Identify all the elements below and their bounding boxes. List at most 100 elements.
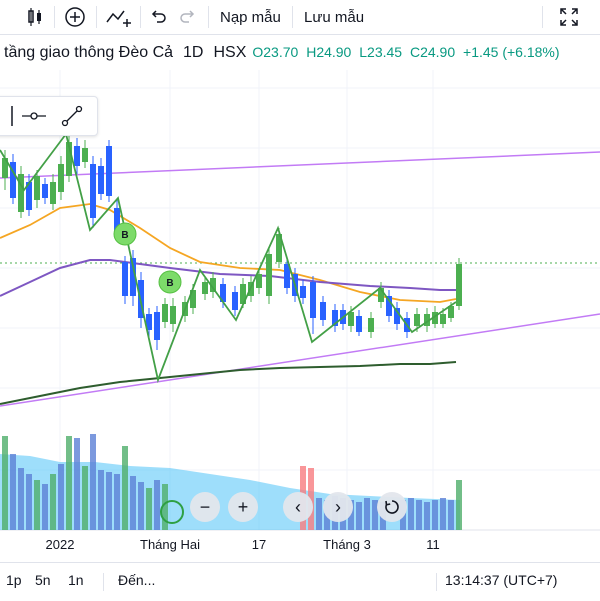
interval-label[interactable]: 1D <box>183 44 204 61</box>
candle-body <box>190 290 196 308</box>
candle-body <box>154 312 160 340</box>
zoom-out-button[interactable]: − <box>190 492 220 522</box>
minus-icon: − <box>199 496 211 517</box>
volume-bar <box>66 436 72 530</box>
ohlc-values: O23.70 H24.90 L23.45 C24.90 +1.45 (+6.18… <box>252 44 563 60</box>
candle-body <box>170 306 176 324</box>
candle-body <box>368 318 374 332</box>
volume-bar <box>90 434 96 530</box>
goto-date-button[interactable]: Đến... <box>118 572 156 588</box>
price-chart[interactable]: BB <box>0 70 600 560</box>
candle-body <box>332 310 338 326</box>
toolbar-divider <box>542 6 543 28</box>
drag-handle-icon[interactable] <box>0 103 25 129</box>
volume-bar <box>34 480 40 530</box>
x-axis-label: Tháng 3 <box>323 537 371 552</box>
top-toolbar: Nạp mẫu Lưu mẫu <box>0 0 600 35</box>
trend-line-icon[interactable] <box>59 103 85 129</box>
candle-body <box>106 146 112 196</box>
candle-body <box>210 278 216 292</box>
candle-body <box>26 182 32 210</box>
candle-body <box>394 308 400 324</box>
ma-mid-line <box>0 259 456 297</box>
compare-indicators-icon[interactable] <box>104 4 134 30</box>
candle-body <box>310 282 316 318</box>
chevron-right-icon: › <box>335 496 341 517</box>
channel-lower-line <box>0 313 600 407</box>
candle-body <box>378 288 384 302</box>
volume-bar <box>98 470 104 530</box>
horizontal-ray-icon[interactable] <box>21 103 47 129</box>
volume-bar <box>74 438 80 530</box>
candle-body <box>424 314 430 326</box>
candle-body <box>114 208 120 232</box>
bottom-toolbar: 1p 5n 1n Đến... 13:14:37 (UTC+7) <box>0 562 600 601</box>
clock-timezone[interactable]: 13:14:37 (UTC+7) <box>445 572 558 588</box>
candle-body <box>18 174 24 212</box>
undo-icon[interactable] <box>146 4 170 30</box>
toolbar-divider <box>96 6 97 28</box>
volume-bar <box>82 466 88 530</box>
reset-chart-button[interactable] <box>377 492 407 522</box>
buy-marker <box>113 222 137 246</box>
volume-bar <box>348 500 354 530</box>
candle-body <box>82 148 88 162</box>
candle-style-icon[interactable] <box>22 4 48 30</box>
volume-bar <box>146 488 152 530</box>
drawing-toolbar <box>0 96 98 136</box>
candle-body <box>10 162 16 198</box>
volume-bar <box>440 498 446 530</box>
x-axis-label: 2022 <box>45 537 75 552</box>
volume-bar <box>42 484 48 530</box>
toolbar-divider <box>208 6 209 28</box>
symbol-title[interactable]: tầng giao thông Đèo Cả <box>4 44 174 61</box>
add-indicator-icon[interactable] <box>62 4 88 30</box>
candle-body <box>202 282 208 294</box>
range-5-day-button[interactable]: 5n <box>35 572 51 588</box>
candle-body <box>440 314 446 324</box>
volume-bar <box>18 468 24 530</box>
toolbar-divider <box>140 6 141 28</box>
candle-body <box>98 166 104 194</box>
candle-body <box>284 264 290 288</box>
zoom-in-button[interactable]: + <box>228 492 258 522</box>
volume-bar <box>122 446 128 530</box>
symbol-legend: tầng giao thông Đèo Cả 1D HSX O23.70 H24… <box>4 44 564 68</box>
range-1-year-button[interactable]: 1n <box>68 572 84 588</box>
scroll-right-button[interactable]: › <box>323 492 353 522</box>
volume-bar <box>106 472 112 530</box>
scroll-left-button[interactable]: ‹ <box>283 492 313 522</box>
toolbar-divider <box>292 6 293 28</box>
candle-body <box>456 264 462 306</box>
high-value: H24.90 <box>306 44 352 60</box>
load-template-button[interactable]: Nạp mẫu <box>220 8 281 26</box>
candle-body <box>386 296 392 316</box>
x-axis-label: 11 <box>426 537 440 552</box>
candle-body <box>162 304 168 322</box>
volume-bar <box>448 500 454 530</box>
candle-body <box>232 292 238 310</box>
candle-body <box>300 286 306 298</box>
range-1-day-button[interactable]: 1p <box>6 572 22 588</box>
redo-icon[interactable] <box>176 4 200 30</box>
bottom-divider <box>436 573 437 591</box>
plus-icon: + <box>237 496 249 517</box>
volume-bar <box>432 500 438 530</box>
candle-body <box>348 312 354 326</box>
fullscreen-icon[interactable] <box>556 4 582 30</box>
buy-marker <box>158 270 182 294</box>
reset-icon <box>385 500 399 514</box>
volume-bar <box>50 474 56 530</box>
candle-body <box>122 262 128 296</box>
candle-body <box>50 182 56 204</box>
x-axis-label: 17 <box>251 537 267 552</box>
low-value: L23.45 <box>359 44 403 60</box>
volume-bar <box>424 502 430 530</box>
change-value: +1.45 (+6.18%) <box>463 44 560 60</box>
candle-body <box>448 306 454 318</box>
chevron-left-icon: ‹ <box>295 496 301 517</box>
save-template-button[interactable]: Lưu mẫu <box>304 8 365 26</box>
candle-body <box>432 312 438 324</box>
volume-bar <box>456 480 462 530</box>
volume-bar <box>416 500 422 530</box>
